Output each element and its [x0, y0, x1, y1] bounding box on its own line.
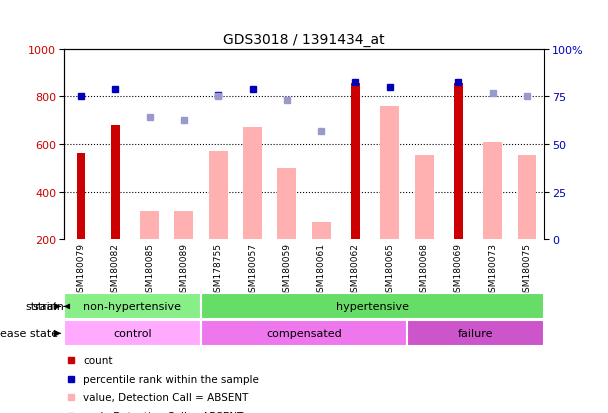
Text: control: control: [113, 328, 152, 339]
Text: strain: strain: [32, 301, 64, 312]
Bar: [381, 107, 399, 240]
Bar: [312, 223, 331, 240]
Bar: [415, 155, 434, 240]
Text: rank, Detection Call = ABSENT: rank, Detection Call = ABSENT: [83, 411, 243, 413]
Text: count: count: [83, 355, 112, 366]
Text: GSM180075: GSM180075: [522, 242, 531, 297]
Bar: [407, 320, 544, 347]
Bar: [174, 211, 193, 240]
Bar: [201, 294, 544, 320]
Bar: [351, 84, 360, 240]
Text: GSM180089: GSM180089: [179, 242, 188, 297]
Text: GSM180061: GSM180061: [317, 242, 326, 297]
Text: GSM180085: GSM180085: [145, 242, 154, 297]
Bar: [77, 154, 85, 240]
Bar: [64, 294, 201, 320]
Text: compensated: compensated: [266, 328, 342, 339]
Bar: [201, 320, 407, 347]
Bar: [517, 155, 536, 240]
Text: GSM180073: GSM180073: [488, 242, 497, 297]
Text: GSM178755: GSM178755: [214, 242, 223, 297]
Text: disease state: disease state: [0, 328, 58, 339]
Bar: [243, 128, 262, 240]
Text: GSM180079: GSM180079: [77, 242, 86, 297]
Text: GSM180062: GSM180062: [351, 242, 360, 297]
Text: percentile rank within the sample: percentile rank within the sample: [83, 374, 259, 384]
Text: GSM180069: GSM180069: [454, 242, 463, 297]
Text: strain: strain: [26, 301, 58, 312]
Text: non-hypertensive: non-hypertensive: [83, 301, 181, 312]
Bar: [483, 142, 502, 240]
Title: GDS3018 / 1391434_at: GDS3018 / 1391434_at: [223, 33, 385, 47]
Text: hypertensive: hypertensive: [336, 301, 409, 312]
Text: GSM180082: GSM180082: [111, 242, 120, 297]
Bar: [111, 126, 120, 240]
Text: GSM180068: GSM180068: [420, 242, 429, 297]
Bar: [140, 211, 159, 240]
Text: value, Detection Call = ABSENT: value, Detection Call = ABSENT: [83, 392, 249, 403]
Bar: [277, 169, 296, 240]
Bar: [454, 84, 463, 240]
Text: GSM180059: GSM180059: [282, 242, 291, 297]
Bar: [64, 320, 201, 347]
Text: GSM180065: GSM180065: [385, 242, 394, 297]
Bar: [209, 152, 227, 240]
Text: GSM180057: GSM180057: [248, 242, 257, 297]
Text: failure: failure: [458, 328, 493, 339]
